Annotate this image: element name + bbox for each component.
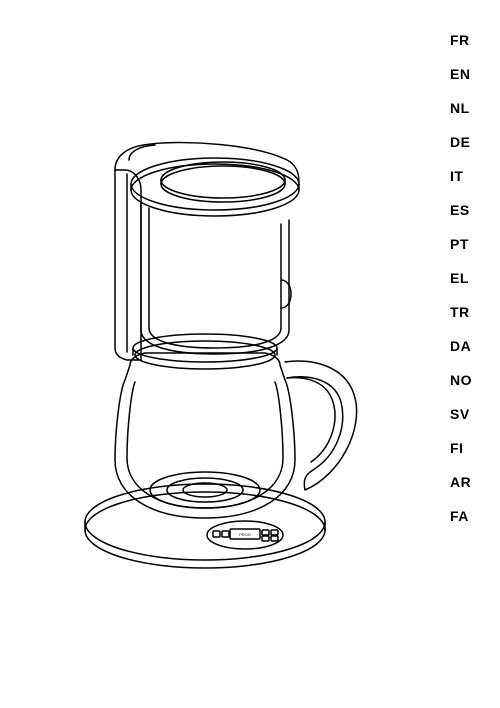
- language-code-list: FR EN NL DE IT ES PT EL TR DA NO SV FI A…: [450, 32, 472, 524]
- lang-code: NL: [450, 100, 472, 116]
- lang-code: FA: [450, 508, 472, 524]
- manual-cover-page: FR EN NL DE IT ES PT EL TR DA NO SV FI A…: [0, 0, 500, 708]
- lang-code: TR: [450, 304, 472, 320]
- lang-code: DE: [450, 134, 472, 150]
- lang-code: FI: [450, 440, 472, 456]
- lang-code: FR: [450, 32, 472, 48]
- lang-code: EN: [450, 66, 472, 82]
- display-label: PROG: [239, 532, 251, 537]
- product-illustration: PROG: [55, 130, 395, 580]
- lang-code: NO: [450, 372, 472, 388]
- lang-code: PT: [450, 236, 472, 252]
- lang-code: DA: [450, 338, 472, 354]
- lang-code: AR: [450, 474, 472, 490]
- lang-code: ES: [450, 202, 472, 218]
- lang-code: EL: [450, 270, 472, 286]
- lang-code: SV: [450, 406, 472, 422]
- lang-code: IT: [450, 168, 472, 184]
